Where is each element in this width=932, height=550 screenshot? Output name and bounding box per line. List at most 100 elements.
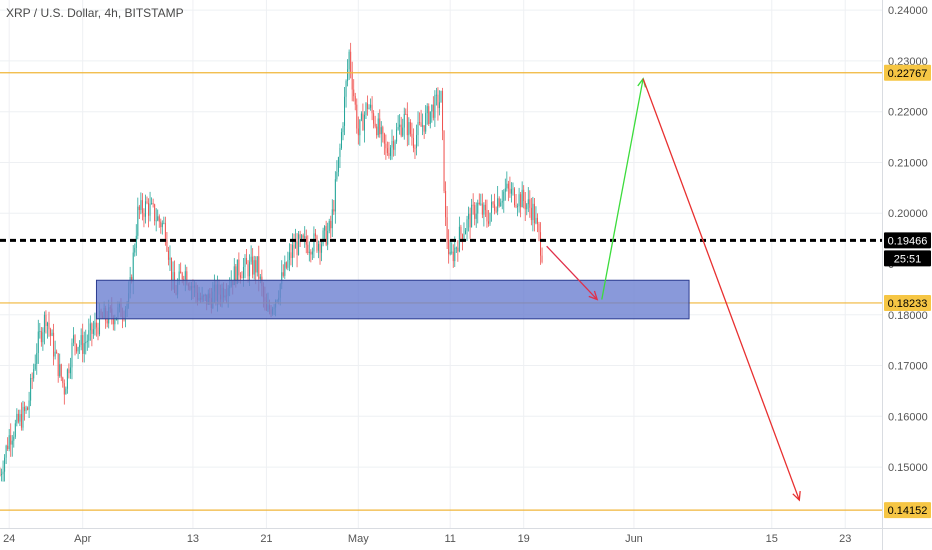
candle-body xyxy=(0,474,1,476)
candle-body xyxy=(362,113,364,131)
candle-body xyxy=(321,244,323,253)
arrows-layer xyxy=(546,77,801,502)
candle-body xyxy=(244,257,246,267)
candle-body xyxy=(380,127,382,135)
zone-layer xyxy=(95,279,690,320)
candle-body xyxy=(455,247,457,249)
x-tick-label: 21 xyxy=(260,533,272,545)
candle-body xyxy=(460,226,462,235)
candle-body xyxy=(146,201,148,204)
candle-body xyxy=(311,251,313,255)
candle-body xyxy=(403,113,405,128)
candle-body xyxy=(148,203,150,216)
candle-body xyxy=(399,124,401,128)
candle-body xyxy=(357,128,359,136)
candle-body xyxy=(80,335,82,345)
candle-body xyxy=(446,217,448,240)
candle-body xyxy=(503,191,505,201)
candle-body xyxy=(281,272,283,285)
candle-body xyxy=(426,106,428,114)
candle-body xyxy=(333,209,335,212)
candle-body xyxy=(59,364,61,376)
candle-body xyxy=(141,200,143,214)
candle-body xyxy=(351,71,353,90)
candle-body xyxy=(448,239,450,255)
candle-body xyxy=(296,241,298,255)
candle-body xyxy=(451,251,453,253)
candle-body xyxy=(16,413,18,424)
candle-body xyxy=(89,323,91,331)
candle-body xyxy=(514,188,515,206)
candle-body xyxy=(143,213,145,217)
candle-body xyxy=(154,204,156,221)
candle-body xyxy=(60,364,62,378)
candle-body xyxy=(354,96,356,105)
candle-body xyxy=(249,261,251,277)
y-tick-label: 0.18000 xyxy=(888,310,928,322)
candle-body xyxy=(68,369,70,374)
candle-body xyxy=(347,69,349,82)
candle-body xyxy=(454,247,456,262)
candle-body xyxy=(256,256,258,273)
candle-body xyxy=(344,96,346,126)
candle-body xyxy=(48,322,50,330)
candle-body xyxy=(62,377,64,384)
projection-arrow[interactable] xyxy=(642,78,800,501)
candle-body xyxy=(507,183,509,189)
candle-body xyxy=(328,220,330,231)
candle-body xyxy=(235,266,237,284)
candle-body xyxy=(469,213,471,228)
candle-body xyxy=(457,247,459,252)
current-price-label-bg xyxy=(884,232,931,249)
candle-body xyxy=(318,244,319,251)
candle-body xyxy=(536,217,538,225)
x-tick-label: Jun xyxy=(625,533,643,545)
candle-body xyxy=(293,244,295,249)
candle-body xyxy=(310,251,312,255)
candle-body xyxy=(437,94,439,109)
candle-body xyxy=(299,234,301,239)
candle-body xyxy=(484,204,486,211)
candle-body xyxy=(435,94,437,96)
candle-body xyxy=(353,89,355,97)
candle-body xyxy=(178,271,180,284)
candle-body xyxy=(163,222,165,224)
candle-body xyxy=(487,221,489,224)
candle-body xyxy=(388,152,390,156)
candle-body xyxy=(475,213,477,219)
candle-body xyxy=(532,203,534,221)
candle-body xyxy=(348,51,350,70)
x-tick-label: 11 xyxy=(444,533,455,545)
y-tick-label: 0.16000 xyxy=(888,411,928,423)
candle-body xyxy=(39,331,41,332)
candle-body xyxy=(438,102,440,109)
y-tick-label: 0.21000 xyxy=(888,157,928,169)
candle-body xyxy=(442,91,444,131)
candle-body xyxy=(530,207,532,221)
candle-body xyxy=(22,406,24,428)
candle-body xyxy=(416,135,417,149)
candle-body xyxy=(420,122,422,127)
candle-body xyxy=(79,344,81,348)
candle-body xyxy=(135,235,137,248)
candle-body xyxy=(506,183,508,189)
candle-body xyxy=(45,314,47,327)
candle-body xyxy=(405,113,407,115)
candle-body xyxy=(71,342,73,368)
candle-body xyxy=(43,314,45,333)
candle-body xyxy=(290,252,292,259)
candle-body xyxy=(74,335,76,345)
projection-arrow[interactable] xyxy=(601,78,644,300)
candle-body xyxy=(478,202,480,205)
support-zone[interactable] xyxy=(95,279,690,320)
level-price-label-bg xyxy=(884,294,931,311)
candle-body xyxy=(468,213,470,220)
candle-body xyxy=(54,351,56,357)
arrow-head xyxy=(588,290,599,301)
level-price-label: 0.22767 xyxy=(888,68,928,80)
projection-arrow[interactable] xyxy=(546,245,598,300)
candle-body xyxy=(440,91,442,103)
candle-body xyxy=(336,171,338,180)
